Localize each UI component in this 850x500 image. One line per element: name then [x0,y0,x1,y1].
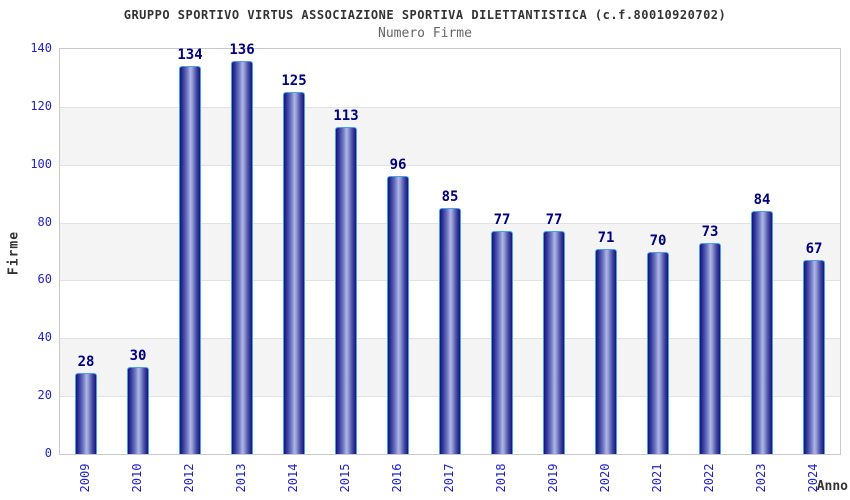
bar [439,208,461,454]
x-tick-label: 2013 [234,463,248,493]
bar-value-label: 85 [441,189,459,206]
bar-value-label: 73 [701,223,719,240]
y-tick-label: 80 [37,214,52,229]
bar-value-label: 125 [281,73,307,90]
x-tick-label: 2018 [494,463,508,493]
bar [595,248,617,454]
y-tick-label: 140 [30,41,52,55]
bar [127,367,149,454]
bar [335,127,357,454]
x-tick-label: 2017 [442,463,456,493]
gridline [60,106,840,108]
x-tick-label: 2014 [286,463,300,493]
bar [283,92,305,454]
x-tick-label: 2024 [806,463,820,493]
bar [179,66,201,454]
bar [647,251,669,454]
x-tick-label: 2020 [598,463,612,493]
bar-value-label: 30 [129,348,147,365]
bar-value-label: 77 [545,212,563,229]
y-tick-label: 40 [37,330,52,345]
x-tick-label: 2009 [78,463,92,493]
x-tick-label: 2010 [130,463,144,493]
bar-value-label: 134 [177,47,203,64]
plot-area: 28 30 134 136 125 113 96 85 77 77 71 70 73 84 67 [59,42,841,455]
x-axis-title: Anno [816,479,848,494]
y-tick-label: 20 [37,388,52,403]
chart-title: GRUPPO SPORTIVO VIRTUS ASSOCIAZIONE SPOR… [123,8,727,22]
bar [699,242,721,454]
x-tick-label: 2016 [390,463,404,493]
x-tick-label: 2015 [338,463,352,493]
x-tick-label: 2012 [182,463,196,493]
bar-value-label: 136 [229,41,255,58]
bar [751,211,773,454]
chart-subtitle: Numero Firme [378,26,472,41]
y-tick-label: 0 [44,446,52,460]
bar-value-label: 70 [649,232,667,249]
bar-value-label: 96 [389,157,407,174]
bar-value-label: 28 [77,354,95,370]
gridline [60,164,840,166]
plot-band [60,106,840,165]
x-tick-label: 2021 [650,463,664,493]
x-tick-label: 2023 [754,463,768,493]
bar [231,60,253,454]
bar-value-label: 84 [753,192,771,208]
y-tick-label: 120 [30,98,52,113]
y-tick-label: 100 [30,156,52,171]
x-tick-label: 2022 [702,463,716,493]
bar [803,260,825,454]
bar-value-label: 71 [597,229,615,246]
bar [543,231,565,454]
y-axis-title: Firme [6,230,22,276]
bar-value-label: 77 [493,212,511,229]
bar [387,176,409,454]
bar-value-label: 67 [805,241,823,258]
bar-value-label: 113 [333,108,359,125]
bar [75,373,97,454]
y-tick-label: 60 [37,272,52,287]
x-tick-label: 2019 [546,463,560,493]
bar [491,231,513,454]
